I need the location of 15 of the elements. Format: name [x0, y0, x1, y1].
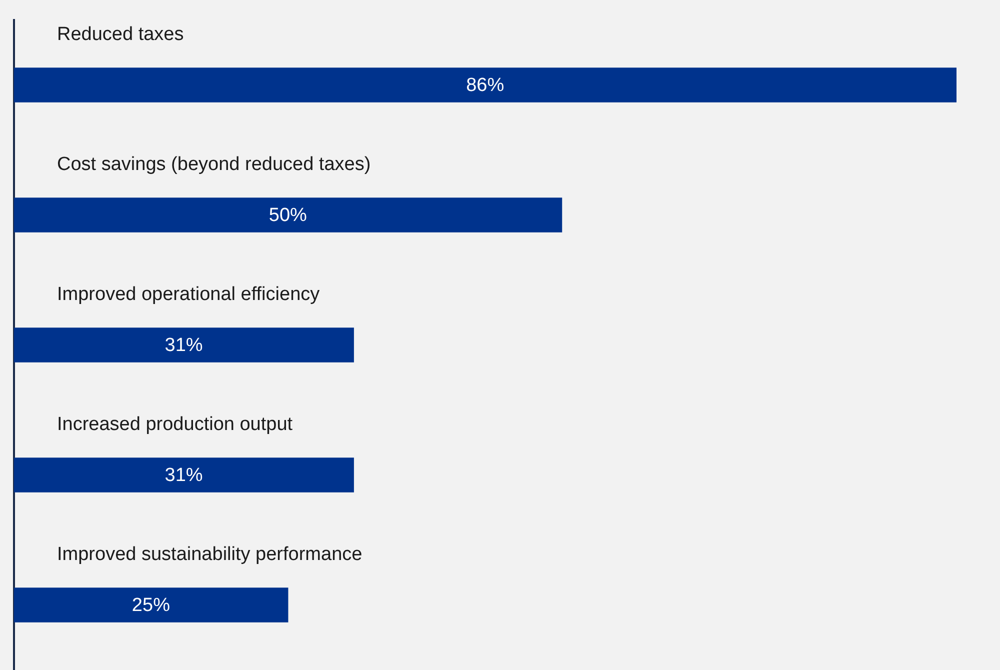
y-tick-label: Increased production output: [57, 414, 294, 436]
data-label: 31%: [164, 335, 203, 356]
data-label: 31%: [164, 465, 203, 486]
bar: [14, 458, 354, 492]
bar: [14, 68, 957, 102]
y-tick-label: Improved operational efficiency: [57, 284, 320, 306]
data-label: 50%: [268, 205, 308, 226]
y-tick-label: Improved sustainability performance: [57, 544, 362, 566]
data-label: 25%: [132, 595, 170, 616]
y-tick-label: Reduced taxes: [57, 24, 184, 46]
y-tick-label: Cost savings (beyond reduced taxes): [57, 154, 371, 176]
bar: [14, 328, 354, 362]
bar: [14, 198, 562, 232]
bar: [14, 588, 288, 622]
data-label: 86%: [466, 75, 504, 96]
